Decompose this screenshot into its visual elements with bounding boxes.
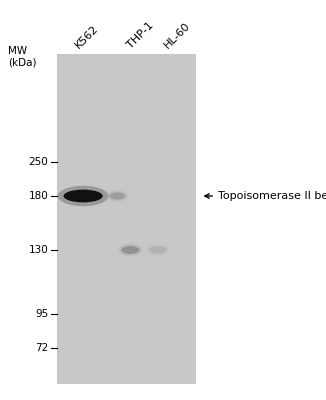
Text: 250: 250 — [28, 157, 48, 167]
Ellipse shape — [119, 244, 142, 256]
Ellipse shape — [109, 192, 126, 200]
Text: 72: 72 — [35, 343, 48, 353]
Text: 95: 95 — [35, 309, 48, 319]
Text: Topoisomerase II beta: Topoisomerase II beta — [218, 191, 326, 201]
Ellipse shape — [64, 190, 103, 202]
Ellipse shape — [149, 246, 167, 254]
Ellipse shape — [58, 186, 109, 206]
Text: HL-60: HL-60 — [162, 20, 192, 50]
Ellipse shape — [146, 244, 170, 256]
Text: THP-1: THP-1 — [125, 20, 155, 50]
Bar — [57, 54, 196, 384]
Text: 130: 130 — [28, 245, 48, 255]
Ellipse shape — [121, 246, 140, 254]
Text: MW
(kDa): MW (kDa) — [8, 46, 37, 68]
Text: 180: 180 — [28, 191, 48, 201]
Text: K562: K562 — [73, 23, 100, 50]
Ellipse shape — [107, 190, 128, 202]
